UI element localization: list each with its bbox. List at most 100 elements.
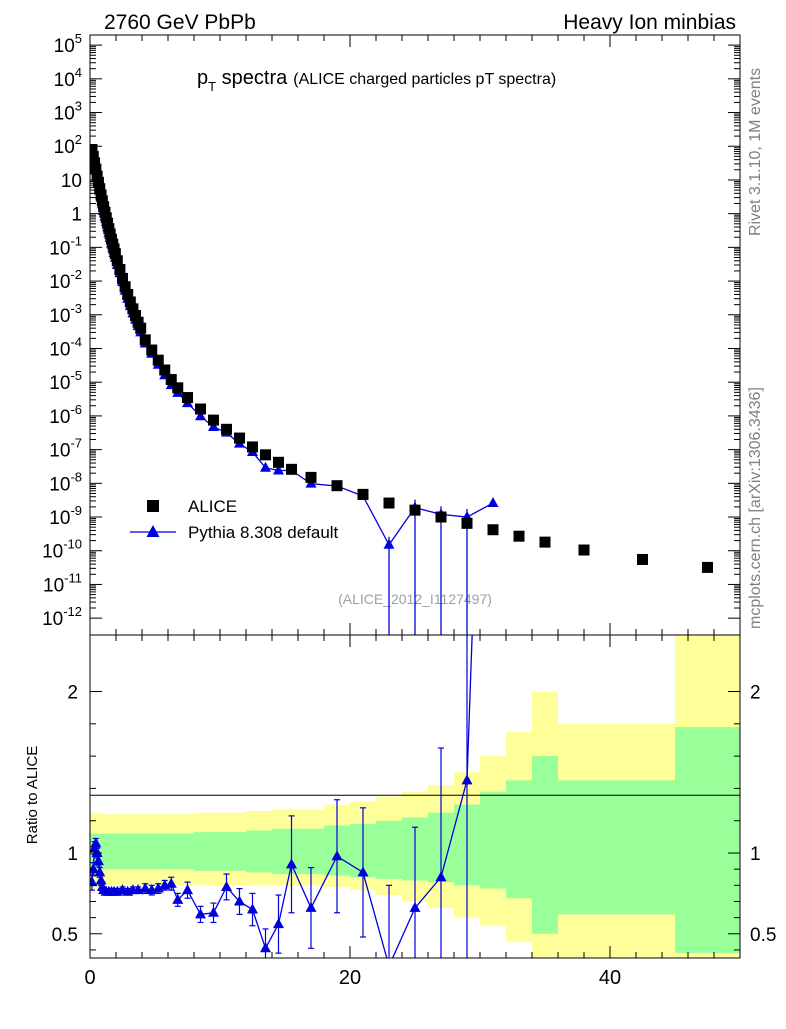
ratio-y-tick-label-left: 1 [67,844,78,865]
chart-title: pT spectra (ALICE charged particles pT sp… [197,67,556,94]
ratio-point [172,893,184,904]
uncertainty-band-inner [376,820,402,879]
ratio-frame [89,634,741,959]
uncertainty-band-inner [558,780,675,915]
alice-point [305,471,317,483]
legend: ALICE Pythia 8.308 default [130,497,339,542]
alice-point [109,248,121,260]
alice-point [273,456,284,468]
x-tick-label: 0 [84,967,95,989]
alice-point [130,310,141,322]
pythia-point [195,410,206,421]
ratio-point [273,918,284,929]
y-tick-label: 103 [54,99,82,125]
title-main: p [197,67,208,89]
alice-point [165,374,177,386]
alice-point [119,281,131,293]
pythia-point [487,497,499,508]
ratio-point [139,882,151,893]
y-tick-label: 10 [61,171,82,192]
y-tick-label: 10-3 [49,301,82,327]
alice-point [135,322,147,334]
legend-pythia-label: Pythia 8.308 default [188,523,339,542]
alice-point [286,463,297,475]
alice-point [127,303,139,315]
alice-point [94,183,106,195]
alice-point [90,163,102,175]
alice-point [357,488,369,500]
uncertainty-band-inner [532,756,558,934]
x-tick-label: 40 [599,967,621,989]
alice-point [331,480,343,492]
alice-point [122,288,134,300]
y-tick-label: 105 [54,31,82,57]
pythia-point [208,420,219,431]
alice-point [139,334,151,346]
legend-alice-marker [147,500,159,512]
ratio-point [90,863,99,874]
alice-point [513,530,525,542]
legend-pythia-marker [146,525,160,537]
alice-point [461,517,473,529]
ratio-point [260,942,271,953]
ratio-point [461,774,473,785]
alice-point [409,504,421,516]
ratio-point [409,901,421,912]
ratio-ylabel: Ratio to ALICE [24,746,41,844]
y-tick-label: 102 [54,132,82,158]
ratio-y-tick-label-right: 1 [750,844,761,865]
ratio-point [90,837,102,848]
uncertainty-band-inner [103,833,142,870]
x-tick-label: 20 [339,967,361,989]
alice-point [637,553,648,565]
uncertainty-band-inner [506,780,532,899]
uncertainty-band-inner [675,727,740,954]
ratio-point [286,858,297,869]
pythia-point [260,461,271,472]
alice-point [234,432,245,444]
alice-point [487,524,499,536]
ratio-point [91,847,103,858]
ratio-point [208,906,219,917]
alice-point [96,195,108,207]
title-rest: spectra [216,67,288,89]
alice-point [114,264,126,276]
alice-point [90,157,101,169]
ratio-y-tick-label-left: 0.5 [52,925,78,946]
y-tick-label: 10-10 [42,537,82,563]
uncertainty-band-inner [246,830,272,873]
ratio-point [94,866,106,877]
alice-point [578,544,590,556]
alice-point [260,449,271,461]
y-tick-label: 10-1 [49,233,82,259]
alice-point [247,441,258,453]
ratio-point [195,908,206,919]
alice-point [117,272,128,284]
ratio-point [234,895,245,906]
ratio-point [152,882,164,893]
y-tick-label: 10-4 [49,334,82,360]
alice-point [702,561,713,573]
pythia-point [273,464,284,475]
rivet-label: Rivet 3.1.10, 1M events [747,68,764,236]
alice-point [92,176,104,188]
ratio-point [247,903,258,914]
mcplots-label: mcplots.cern.ch [arXiv:1306.3436] [747,387,764,629]
legend-alice-label: ALICE [188,497,237,516]
ratio-point [90,876,98,887]
main-panel: 10510410310210110-110-210-310-410-510-61… [42,31,741,636]
ratio-y-tick-label-right: 2 [750,683,761,704]
alice-point [95,189,107,201]
y-tick-label: 1 [71,205,82,226]
pythia-point [383,538,395,549]
ratio-point [182,884,193,895]
uncertainty-band-inner [272,828,324,875]
ratio-point [221,880,232,891]
y-tick-label: 10-12 [42,604,82,630]
alice-point [99,206,111,218]
y-tick-label: 10-11 [43,570,82,596]
y-tick-label: 10-7 [49,436,82,462]
alice-point [435,511,447,523]
ratio-point [357,866,369,877]
ratio-point [305,901,317,912]
